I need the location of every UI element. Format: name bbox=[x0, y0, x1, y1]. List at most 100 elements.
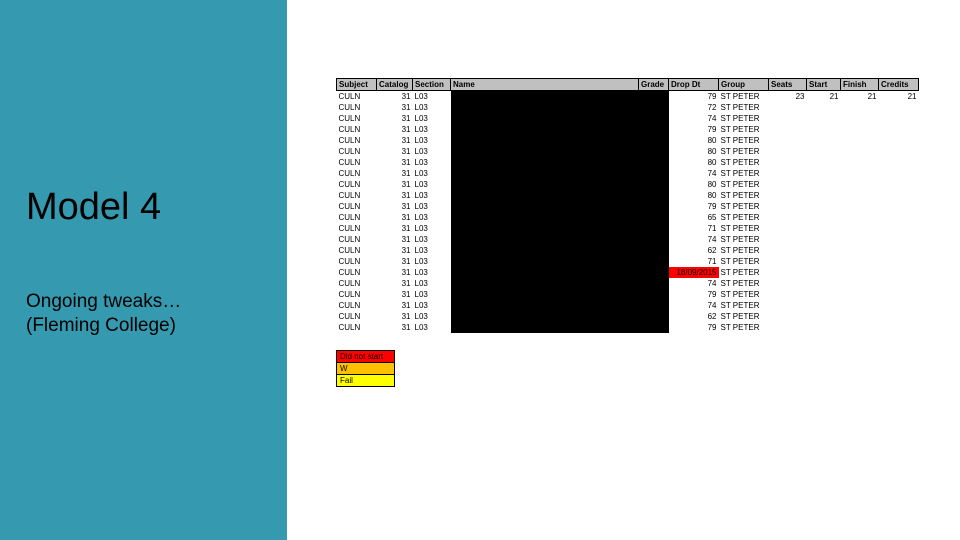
cell-group: ST PETER bbox=[719, 102, 769, 113]
cell-catalog: 31 bbox=[377, 168, 413, 179]
cell-finish bbox=[841, 168, 879, 179]
cell-name bbox=[451, 102, 639, 113]
cell-dropdt: 79 bbox=[669, 322, 719, 333]
table-row: CULN31L0380ST PETER bbox=[337, 146, 919, 157]
cell-section: L03 bbox=[413, 223, 451, 234]
cell-group: ST PETER bbox=[719, 124, 769, 135]
cell-catalog: 31 bbox=[377, 157, 413, 168]
cell-group: ST PETER bbox=[719, 300, 769, 311]
cell-grade bbox=[639, 190, 669, 201]
col-header-dropdt: Drop Dt bbox=[669, 79, 719, 91]
table-row: CULN31L0379ST PETER bbox=[337, 289, 919, 300]
cell-group: ST PETER bbox=[719, 157, 769, 168]
table-body: CULN31L0379ST PETER23212121CULN31L0372ST… bbox=[337, 91, 919, 334]
subtitle-line: (Fleming College) bbox=[26, 314, 181, 338]
cell-subject: CULN bbox=[337, 212, 377, 223]
cell-finish bbox=[841, 124, 879, 135]
cell-name bbox=[451, 168, 639, 179]
cell-grade bbox=[639, 124, 669, 135]
cell-finish bbox=[841, 179, 879, 190]
cell-section: L03 bbox=[413, 322, 451, 333]
cell-seats bbox=[769, 135, 807, 146]
cell-subject: CULN bbox=[337, 113, 377, 124]
cell-credits bbox=[879, 135, 919, 146]
table-row: CULN31L0372ST PETER bbox=[337, 102, 919, 113]
cell-subject: CULN bbox=[337, 135, 377, 146]
slide-subtitle: Ongoing tweaks…(Fleming College) bbox=[26, 290, 181, 338]
cell-catalog: 31 bbox=[377, 245, 413, 256]
col-header-grade: Grade bbox=[639, 79, 669, 91]
cell-subject: CULN bbox=[337, 245, 377, 256]
cell-finish bbox=[841, 256, 879, 267]
cell-group: ST PETER bbox=[719, 322, 769, 333]
cell-start bbox=[807, 212, 841, 223]
data-table-wrap: SubjectCatalogSectionNameGradeDrop DtGro… bbox=[336, 78, 919, 333]
cell-section: L03 bbox=[413, 201, 451, 212]
cell-group: ST PETER bbox=[719, 113, 769, 124]
cell-section: L03 bbox=[413, 190, 451, 201]
legend-row: W bbox=[337, 363, 395, 375]
cell-catalog: 31 bbox=[377, 300, 413, 311]
cell-dropdt: 74 bbox=[669, 168, 719, 179]
col-header-seats: Seats bbox=[769, 79, 807, 91]
cell-credits bbox=[879, 245, 919, 256]
cell-start bbox=[807, 168, 841, 179]
cell-name bbox=[451, 201, 639, 212]
cell-seats bbox=[769, 289, 807, 300]
cell-dropdt: 74 bbox=[669, 278, 719, 289]
col-header-credits: Credits bbox=[879, 79, 919, 91]
cell-finish bbox=[841, 135, 879, 146]
cell-grade bbox=[639, 168, 669, 179]
col-header-section: Section bbox=[413, 79, 451, 91]
cell-start bbox=[807, 135, 841, 146]
cell-grade bbox=[639, 91, 669, 103]
cell-start bbox=[807, 234, 841, 245]
cell-grade bbox=[639, 234, 669, 245]
cell-dropdt: 65 bbox=[669, 212, 719, 223]
cell-dropdt: 80 bbox=[669, 157, 719, 168]
cell-finish bbox=[841, 234, 879, 245]
table-row: CULN31L0374ST PETER bbox=[337, 113, 919, 124]
cell-dropdt: 62 bbox=[669, 311, 719, 322]
cell-credits bbox=[879, 157, 919, 168]
cell-name bbox=[451, 278, 639, 289]
cell-grade bbox=[639, 212, 669, 223]
cell-dropdt: 80 bbox=[669, 135, 719, 146]
cell-section: L03 bbox=[413, 113, 451, 124]
cell-section: L03 bbox=[413, 311, 451, 322]
cell-seats bbox=[769, 102, 807, 113]
cell-credits bbox=[879, 102, 919, 113]
cell-group: ST PETER bbox=[719, 267, 769, 278]
cell-group: ST PETER bbox=[719, 223, 769, 234]
cell-seats bbox=[769, 234, 807, 245]
cell-start bbox=[807, 102, 841, 113]
cell-subject: CULN bbox=[337, 146, 377, 157]
cell-start bbox=[807, 146, 841, 157]
cell-seats bbox=[769, 179, 807, 190]
table-row: CULN31L0371ST PETER bbox=[337, 256, 919, 267]
cell-grade bbox=[639, 300, 669, 311]
cell-section: L03 bbox=[413, 168, 451, 179]
cell-seats bbox=[769, 322, 807, 333]
cell-subject: CULN bbox=[337, 278, 377, 289]
cell-credits bbox=[879, 212, 919, 223]
cell-seats: 23 bbox=[769, 91, 807, 103]
cell-section: L03 bbox=[413, 278, 451, 289]
legend-cell: W bbox=[337, 363, 395, 375]
cell-dropdt: 74 bbox=[669, 113, 719, 124]
cell-dropdt: 71 bbox=[669, 256, 719, 267]
cell-section: L03 bbox=[413, 256, 451, 267]
cell-catalog: 31 bbox=[377, 212, 413, 223]
table-row: CULN31L0379ST PETER bbox=[337, 201, 919, 212]
cell-section: L03 bbox=[413, 289, 451, 300]
cell-subject: CULN bbox=[337, 289, 377, 300]
cell-start bbox=[807, 322, 841, 333]
cell-finish bbox=[841, 157, 879, 168]
cell-grade bbox=[639, 146, 669, 157]
col-header-catalog: Catalog bbox=[377, 79, 413, 91]
cell-name bbox=[451, 212, 639, 223]
cell-seats bbox=[769, 146, 807, 157]
cell-name bbox=[451, 289, 639, 300]
cell-seats bbox=[769, 157, 807, 168]
cell-subject: CULN bbox=[337, 179, 377, 190]
